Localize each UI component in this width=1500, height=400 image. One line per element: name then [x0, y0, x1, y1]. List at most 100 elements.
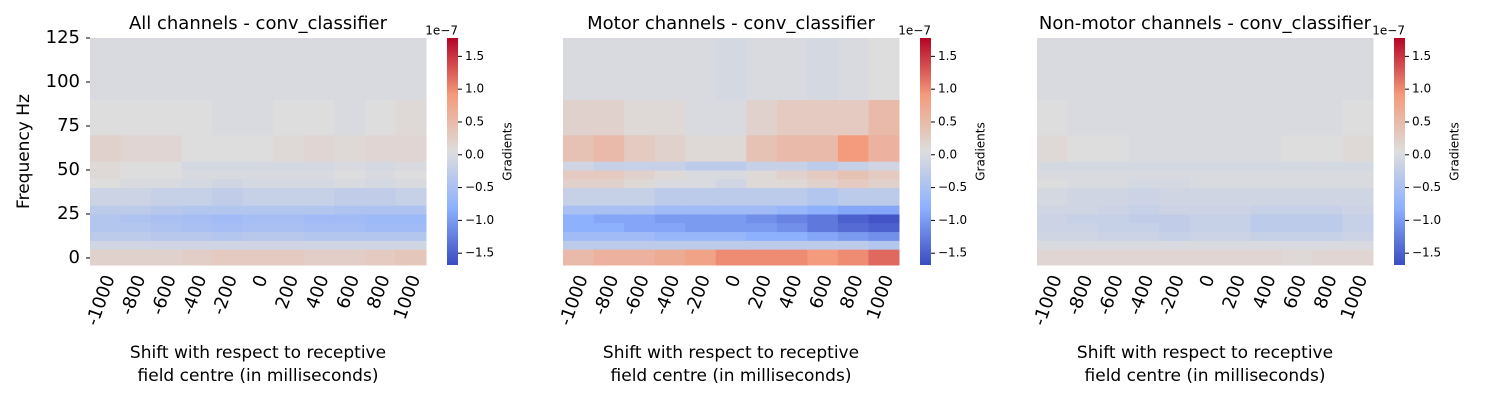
heatmap-cell	[715, 231, 747, 241]
y-tick-label: 50	[57, 159, 80, 180]
heatmap-cell	[395, 161, 427, 171]
heatmap-cell	[151, 134, 183, 162]
heatmap-cell	[1342, 99, 1374, 136]
heatmap-cell	[776, 222, 808, 233]
colorbar-tick-label: −1.0	[1412, 213, 1441, 227]
heatmap-cell	[120, 178, 152, 189]
heatmap-cell	[395, 99, 427, 136]
heatmap-cell	[563, 99, 595, 136]
heatmap-cell	[181, 178, 213, 189]
heatmap-cell	[807, 134, 839, 162]
heatmap-cell	[273, 231, 305, 241]
heatmap-cell	[1067, 134, 1099, 162]
heatmap-cell	[120, 187, 152, 206]
heatmap-cell	[593, 205, 625, 215]
heatmap-cell	[303, 213, 335, 224]
colorbar-tick-label: −1.0	[465, 213, 494, 227]
heatmap-cell	[837, 231, 869, 241]
heatmap-cell	[1189, 178, 1221, 189]
heatmap-cell	[1281, 134, 1313, 162]
heatmap-cell	[563, 231, 595, 241]
heatmap-cell	[837, 178, 869, 189]
heatmap-cell	[90, 231, 122, 241]
heatmap-cell	[1281, 178, 1313, 189]
heatmap-cell	[1250, 240, 1282, 250]
colorbar-tick-label: 1.0	[1412, 82, 1431, 96]
heatmap-cell	[334, 134, 366, 162]
x-axis-label: Shift with respect to receptive	[603, 343, 859, 363]
heatmap-cell	[364, 240, 396, 250]
heatmap-cell	[1037, 187, 1069, 206]
heatmap-cell	[120, 38, 152, 101]
x-tick-label: -200	[1155, 272, 1189, 318]
heatmap-cell	[181, 249, 213, 266]
heatmap-cell	[1342, 240, 1374, 250]
heatmap-cell	[715, 99, 747, 136]
heatmap-cell	[1159, 38, 1191, 101]
colorbar-tick-label: −1.5	[938, 246, 967, 260]
heatmap-cell	[242, 99, 274, 136]
heatmap-cell	[1037, 240, 1069, 250]
heatmap-cell	[1311, 169, 1343, 180]
heatmap-cell	[151, 205, 183, 215]
heatmap-cell	[1220, 240, 1252, 250]
heatmap-cell	[364, 178, 396, 189]
heatmap-cell	[242, 222, 274, 233]
heatmap-cell	[593, 99, 625, 136]
heatmap-cell	[364, 134, 396, 162]
heatmap-cell	[654, 240, 686, 250]
x-tick-label: 600	[806, 272, 837, 311]
colorbar-tick-label: −0.5	[465, 180, 494, 194]
heatmap-cell	[1250, 99, 1282, 136]
heatmap-cell	[776, 99, 808, 136]
heatmap-cell	[273, 240, 305, 250]
heatmap-cell	[364, 161, 396, 171]
x-tick-label: 800	[363, 272, 394, 311]
heatmap-cell	[868, 222, 900, 233]
heatmap-cell	[242, 205, 274, 215]
heatmap-cell	[1159, 249, 1191, 266]
heatmap-cell	[1098, 169, 1130, 180]
heatmap-cell	[242, 231, 274, 241]
heatmap-cell	[1311, 161, 1343, 171]
heatmap-cell	[1159, 169, 1191, 180]
heatmap-cell	[1067, 99, 1099, 136]
heatmap-cell	[685, 231, 717, 241]
heatmap-cell	[685, 205, 717, 215]
heatmap-cell	[90, 213, 122, 224]
heatmap-cell	[1128, 178, 1160, 189]
heatmap-cell	[1311, 231, 1343, 241]
x-tick-label: 1000	[390, 272, 425, 322]
heatmap-cell	[624, 134, 656, 162]
heatmap-cell	[1098, 213, 1130, 224]
heatmap-cell	[181, 161, 213, 171]
heatmap-cell	[868, 38, 900, 101]
heatmap-cell	[807, 169, 839, 180]
heatmap-cell	[395, 134, 427, 162]
heatmap-cell	[746, 240, 778, 250]
heatmap-cell	[1159, 231, 1191, 241]
x-tick-label: 800	[1310, 272, 1341, 311]
heatmap-cell	[1128, 99, 1160, 136]
heatmap-cell	[868, 169, 900, 180]
heatmap-cell	[593, 38, 625, 101]
heatmap-cell	[1220, 38, 1252, 101]
heatmap-cell	[303, 169, 335, 180]
heatmap-cell	[1159, 187, 1191, 206]
heatmap-cell	[1128, 240, 1160, 250]
heatmap-cell	[334, 99, 366, 136]
heatmap-cell	[563, 240, 595, 250]
heatmap-cell	[1159, 134, 1191, 162]
heatmap-cell	[181, 99, 213, 136]
heatmap-cell	[273, 222, 305, 233]
heatmap-cell	[1281, 231, 1313, 241]
heatmap-cell	[1067, 231, 1099, 241]
heatmap-cell	[715, 169, 747, 180]
heatmap-cell	[395, 222, 427, 233]
colorbar-label: Gradients	[974, 122, 988, 180]
heatmap-cell	[1037, 213, 1069, 224]
heatmap-cell	[212, 38, 244, 101]
heatmap-cell	[303, 187, 335, 206]
heatmap-cell	[715, 38, 747, 101]
